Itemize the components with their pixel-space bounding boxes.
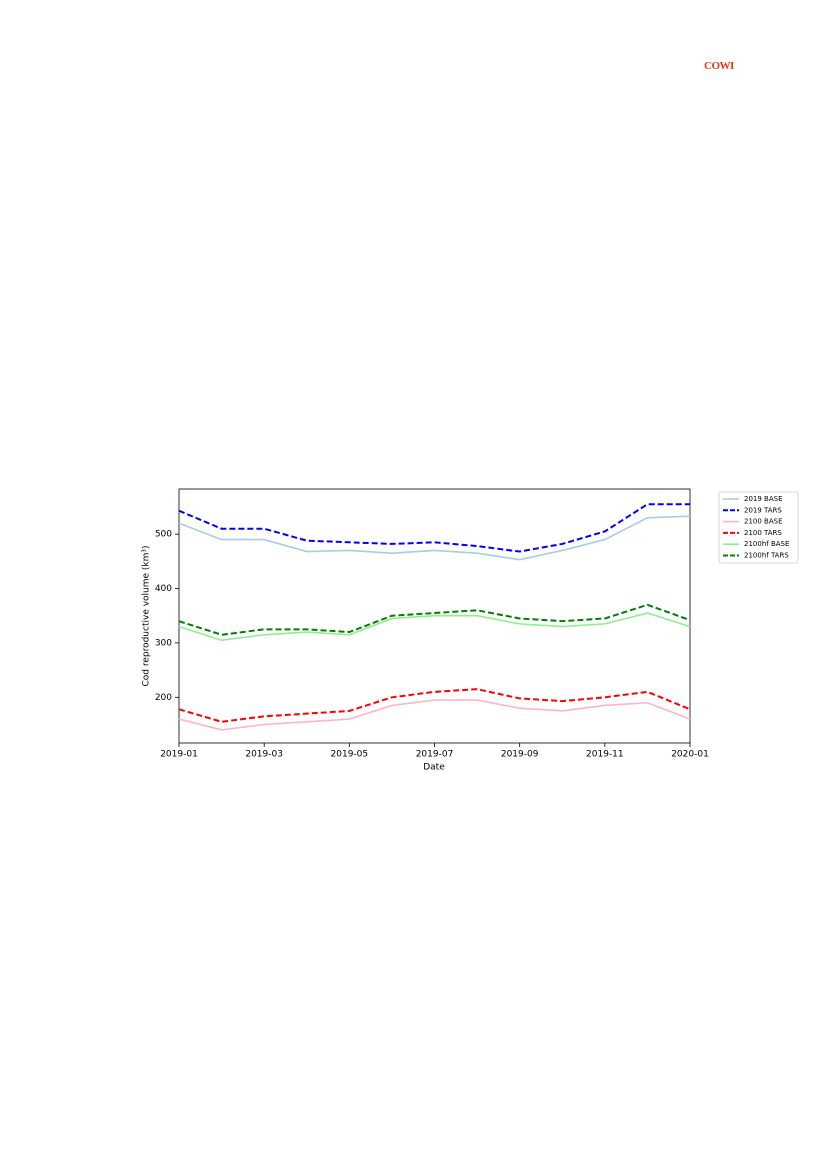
line-series bbox=[178, 699, 691, 731]
legend-label: 2100 TARS bbox=[744, 529, 782, 537]
line-series bbox=[178, 603, 691, 636]
logo: COWI bbox=[704, 60, 734, 72]
x-axis-label: Date bbox=[423, 763, 445, 773]
x-tick-label: 2020-01 bbox=[671, 750, 709, 760]
line-series bbox=[178, 612, 691, 642]
y-tick-label: 200 bbox=[155, 693, 172, 703]
x-tick-label: 2019-09 bbox=[501, 750, 539, 760]
legend-label: 2100hf BASE bbox=[744, 540, 789, 548]
y-tick-label: 300 bbox=[155, 638, 172, 648]
line-series bbox=[178, 515, 691, 561]
x-tick-label: 2019-05 bbox=[331, 750, 369, 760]
legend-label: 2100hf TARS bbox=[744, 552, 789, 560]
x-tick-label: 2019-01 bbox=[160, 750, 198, 760]
y-axis-label: Cod reproductive volume (km³) bbox=[142, 545, 152, 686]
y-tick-label: 500 bbox=[155, 530, 172, 540]
x-tick-label: 2019-11 bbox=[586, 750, 624, 760]
line-series bbox=[178, 503, 690, 553]
legend-label: 2100 BASE bbox=[744, 518, 783, 526]
y-tick-label: 400 bbox=[155, 584, 172, 594]
legend-label: 2019 TARS bbox=[744, 506, 782, 514]
x-tick-label: 2019-03 bbox=[245, 750, 283, 760]
legend-label: 2019 BASE bbox=[744, 495, 783, 503]
x-tick-label: 2019-07 bbox=[416, 750, 454, 760]
